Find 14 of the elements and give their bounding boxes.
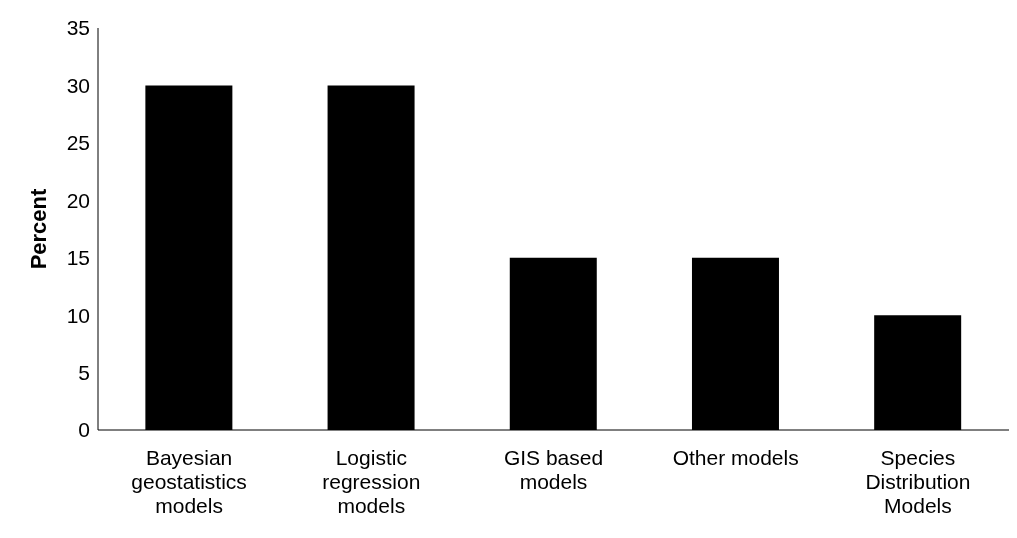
y-axis-title: Percent [25,187,51,270]
y-tick-label: 30 [66,73,90,97]
x-tick-label: Other models [672,445,799,469]
y-tick-label: 10 [66,303,90,327]
x-tick-label: GIS based models [503,445,604,494]
y-tick-label: 20 [66,188,90,212]
y-tick-label: 5 [78,361,90,385]
y-tick-label: 0 [78,418,90,442]
y-tick-label: 35 [66,16,90,40]
x-tick-label: Species Distribution Models [865,445,971,518]
y-tick-label: 25 [66,131,90,155]
y-tick-label: 15 [66,246,90,270]
x-tick-label: Bayesian geostatistics models [131,445,247,518]
x-tick-label: Logistic regression models [322,445,421,518]
